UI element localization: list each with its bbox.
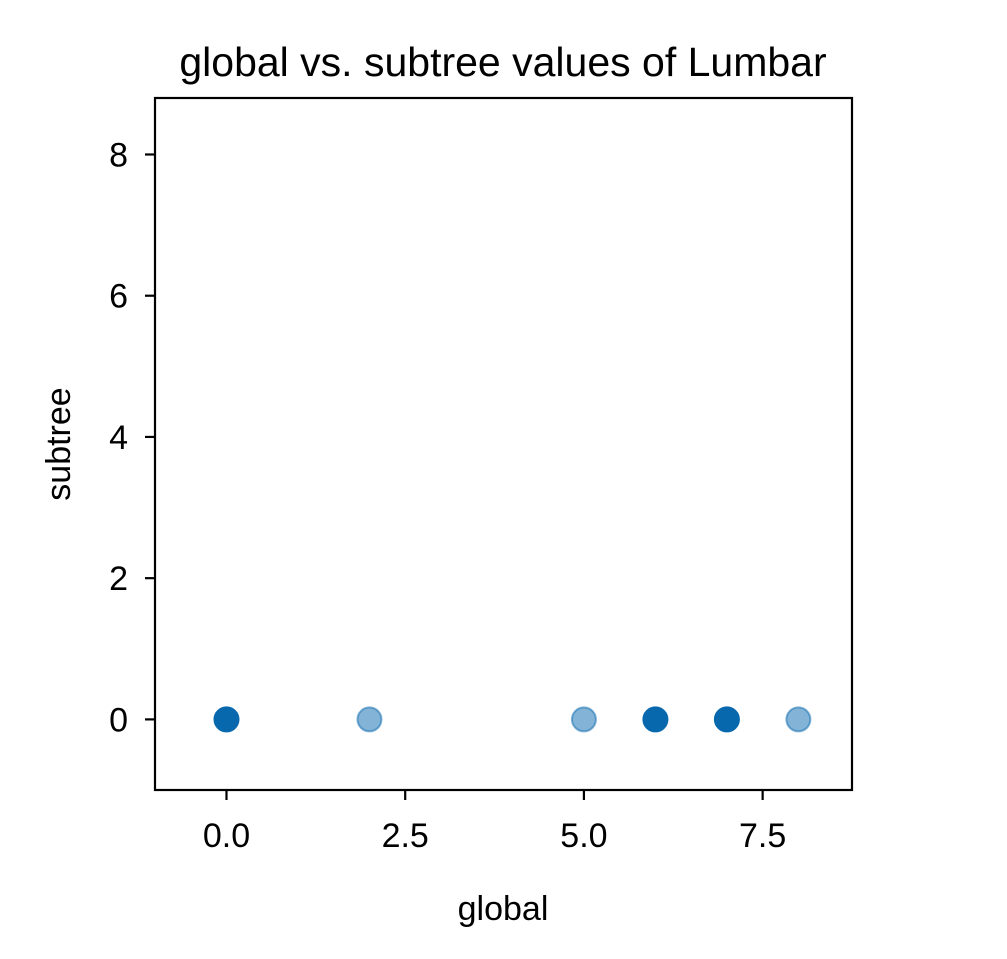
y-axis-ticks: 0 2 4 6 8 (109, 136, 155, 739)
x-axis-ticks: 0.0 2.5 5.0 7.5 (203, 790, 786, 855)
x-tick-label: 0.0 (203, 817, 250, 855)
scatter-point (642, 706, 669, 733)
y-axis-label: subtree (40, 387, 78, 500)
points-layer (213, 706, 812, 733)
plot-frame (153, 96, 854, 792)
x-tick-label: 5.0 (560, 817, 607, 855)
scatter-point (356, 706, 383, 733)
x-tick-label: 2.5 (382, 817, 429, 855)
scatter-point (785, 706, 812, 733)
y-tick-label: 2 (109, 560, 128, 598)
y-tick-label: 6 (109, 278, 128, 316)
y-tick-label: 0 (109, 701, 128, 739)
y-tick-label: 4 (109, 419, 128, 457)
x-axis-label: global (458, 890, 549, 928)
x-tick-label: 7.5 (739, 817, 786, 855)
scatter-point (570, 706, 597, 733)
y-tick-label: 8 (109, 136, 128, 174)
chart-title: global vs. subtree values of Lumbar (179, 39, 826, 85)
scatter-point (213, 706, 240, 733)
scatter-point (713, 706, 740, 733)
